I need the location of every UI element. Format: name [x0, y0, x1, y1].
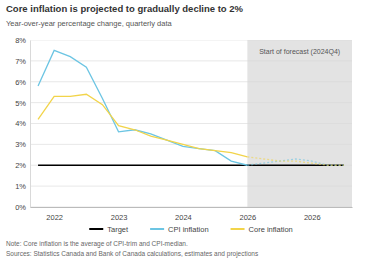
y-tick: 5% [15, 99, 30, 108]
legend-item: Target [89, 225, 129, 234]
series-line [247, 157, 344, 165]
x-tick-label: 2024 [175, 213, 192, 222]
x-axis-line [31, 207, 353, 208]
y-tick-label: 1% [15, 182, 26, 191]
chart: Core inflation is projected to gradually… [0, 0, 374, 268]
subtitle: Year-over-year percentage change, quarte… [6, 19, 172, 28]
x-tick-label: 2022 [46, 213, 63, 222]
y-axis-line [30, 41, 31, 208]
y-tick: 3% [15, 140, 30, 149]
y-tick: 8% [15, 36, 30, 45]
x-tick: 2026 [240, 207, 257, 222]
series-line [247, 159, 344, 165]
x-tick-label: 2026 [240, 213, 257, 222]
y-tick-label: 8% [15, 36, 26, 45]
note: Note: Core inflation is the average of C… [6, 240, 188, 248]
note: Sources: Statistics Canada and Bank of C… [6, 250, 259, 258]
legend-label: CPI inflation [168, 225, 208, 234]
x-tick: 2023 [111, 207, 128, 222]
y-tick: 6% [15, 78, 30, 87]
grid-line [30, 123, 352, 124]
y-tick: 0% [15, 203, 30, 212]
grid-line [30, 144, 352, 145]
y-tick: 7% [15, 57, 30, 66]
grid-line [30, 207, 352, 208]
y-tick-label: 4% [15, 119, 26, 128]
x-tick: 2024 [175, 207, 192, 222]
series-line [38, 94, 247, 157]
grid-line [30, 186, 352, 187]
grid-line [30, 40, 352, 41]
y-tick-label: 6% [15, 78, 26, 87]
legend-swatch [231, 228, 245, 230]
y-tick-label: 0% [15, 203, 26, 212]
x-tick: 2026 [304, 207, 321, 222]
y-tick: 4% [15, 119, 30, 128]
legend: Target CPI inflation Core inflation [89, 225, 293, 234]
legend-item: CPI inflation [150, 225, 208, 234]
legend-swatch [150, 228, 164, 230]
series-line [38, 50, 247, 165]
legend-label: Target [107, 225, 129, 234]
x-axis: 2022 2023 2024 2026 2026 [31, 207, 353, 222]
y-tick-label: 5% [15, 99, 26, 108]
grid-line [30, 81, 352, 82]
legend-swatch [89, 228, 103, 230]
y-tick: 1% [15, 182, 30, 191]
annotation: Start of forecast (2024Q4) [259, 48, 340, 56]
series-line [38, 165, 344, 166]
y-tick-label: 3% [15, 140, 26, 149]
y-tick-label: 2% [15, 161, 26, 170]
grid-line [30, 102, 352, 103]
y-axis: 0% 1% 2% 3% 4% 5% 6% 7% 8% [15, 36, 30, 212]
x-tick: 2022 [46, 207, 63, 222]
legend-label: Core inflation [249, 225, 293, 234]
legend-item: Core inflation [231, 225, 293, 234]
title: Core inflation is projected to gradually… [6, 3, 244, 14]
x-tick-label: 2023 [111, 213, 128, 222]
y-tick: 2% [15, 161, 30, 170]
x-tick-label: 2026 [304, 213, 321, 222]
grid-line [30, 165, 352, 166]
plot-area [30, 40, 352, 207]
y-tick-label: 7% [15, 57, 26, 66]
